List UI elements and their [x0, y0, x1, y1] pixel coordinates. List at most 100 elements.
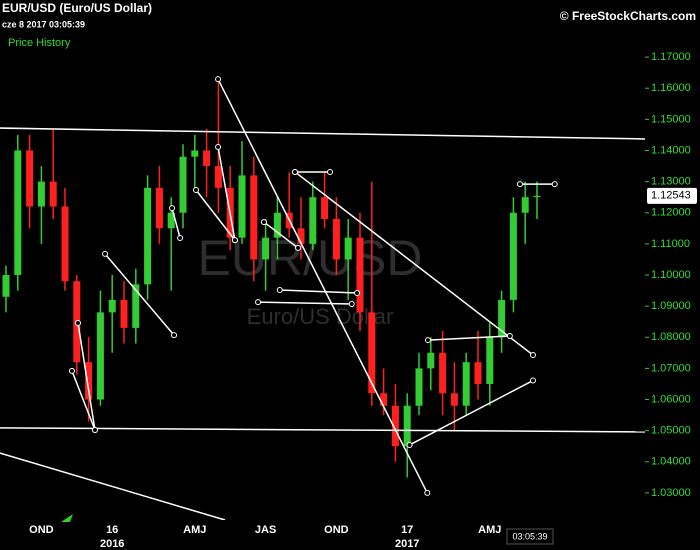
candle-body — [462, 362, 470, 406]
candle-body — [214, 166, 222, 188]
candle-body — [403, 405, 411, 447]
trendline — [71, 370, 96, 431]
x-tick-label: OND — [29, 524, 54, 536]
candle-body — [450, 393, 458, 406]
candle-body — [474, 362, 482, 384]
candle-body — [509, 212, 517, 300]
y-tick-label: 1.11000 — [651, 238, 690, 250]
trendline-point — [171, 332, 178, 339]
trendline-point — [177, 234, 184, 241]
candle-body — [332, 218, 340, 260]
trendline-point — [169, 205, 176, 212]
candle-body — [167, 212, 175, 229]
candle-body — [368, 312, 376, 394]
trendline-point — [276, 286, 283, 293]
trendline-point — [506, 333, 513, 340]
trendline-point — [295, 244, 302, 251]
candle-body — [132, 284, 140, 328]
trendline — [0, 452, 226, 520]
y-tick-label: 1.15000 — [651, 113, 691, 125]
trendline-point — [424, 337, 431, 344]
trendline — [217, 78, 428, 494]
candle-body — [486, 337, 494, 384]
candle-body — [144, 187, 152, 285]
trendline — [217, 146, 236, 241]
trendline — [77, 322, 96, 431]
candle-body — [61, 206, 69, 282]
trendline-point — [529, 377, 536, 384]
candle-body — [344, 237, 352, 260]
trendline — [409, 379, 534, 446]
subtitle: cze 8 2017 03:05:39 — [2, 19, 85, 29]
y-tick-label: 1.13000 — [651, 176, 691, 188]
candle-body — [321, 197, 329, 219]
trendline-point — [215, 144, 222, 151]
chart-title: EUR/USD (Euro/US Dollar) — [2, 1, 152, 15]
x-year-label: 2017 — [395, 538, 419, 550]
trendline — [294, 171, 534, 356]
trendline-point — [192, 187, 199, 194]
x-year-label: 2016 — [100, 538, 124, 550]
y-tick-label: 1.09000 — [651, 300, 691, 312]
y-tick-label: 1.10000 — [651, 269, 691, 281]
candle-body — [108, 299, 116, 313]
candle-body — [120, 299, 128, 328]
trendline-point — [215, 76, 222, 83]
trendline-point — [260, 219, 267, 226]
candle-body — [415, 368, 423, 406]
y-tick-label: 1.06000 — [651, 393, 691, 405]
legend: Price History — [8, 37, 71, 49]
candle-body — [203, 150, 211, 167]
cursor-time: 03:05:39 — [512, 531, 547, 541]
x-tick-label: JAS — [255, 524, 276, 536]
candle-body — [380, 393, 388, 406]
candle-body — [250, 175, 258, 260]
trendline — [279, 289, 358, 294]
y-tick-label: 1.12000 — [651, 207, 691, 219]
trendline — [104, 253, 175, 336]
scroll-arrow[interactable] — [61, 514, 73, 522]
trendline-point — [551, 181, 558, 188]
candle-body — [155, 187, 163, 229]
x-tick-label: AMJ — [478, 524, 501, 536]
candle-body — [26, 150, 34, 207]
trendline-point — [102, 250, 109, 257]
candle-body — [191, 150, 199, 157]
candle-body — [37, 181, 45, 207]
candle-body — [309, 197, 317, 244]
candle-body — [85, 362, 93, 400]
y-tick-label: 1.17000 — [651, 51, 691, 63]
y-tick-label: 1.07000 — [651, 362, 691, 374]
candle-body — [533, 195, 541, 198]
candle-body — [439, 352, 447, 394]
x-tick-label: 16 — [106, 524, 118, 536]
source: © FreeStockCharts.com — [560, 9, 696, 23]
trendline — [171, 207, 181, 239]
trendline-point — [424, 489, 431, 496]
candle-body — [427, 352, 435, 369]
trendline — [263, 221, 299, 249]
trendline — [258, 301, 352, 305]
trendline-point — [354, 290, 361, 297]
trendline-point — [231, 237, 238, 244]
candle-body — [238, 175, 246, 238]
x-tick-label: OND — [324, 524, 349, 536]
trendline — [427, 335, 510, 341]
candle-body — [498, 299, 506, 338]
candle-body — [297, 228, 305, 244]
candle-body — [262, 237, 270, 260]
candle-body — [2, 275, 10, 297]
y-tick-label: 1.03000 — [651, 487, 691, 499]
trendline — [0, 427, 645, 433]
candle-body — [96, 312, 104, 400]
y-tick-label: 1.04000 — [651, 456, 691, 468]
candle-body — [356, 237, 364, 313]
y-tick-label: 1.16000 — [651, 82, 691, 94]
trendline-point — [327, 168, 334, 175]
trendline-point — [529, 352, 536, 359]
candle-body — [49, 181, 57, 207]
trendline-point — [291, 168, 298, 175]
candle-body — [14, 150, 22, 275]
y-tick-label: 1.05000 — [651, 425, 691, 437]
